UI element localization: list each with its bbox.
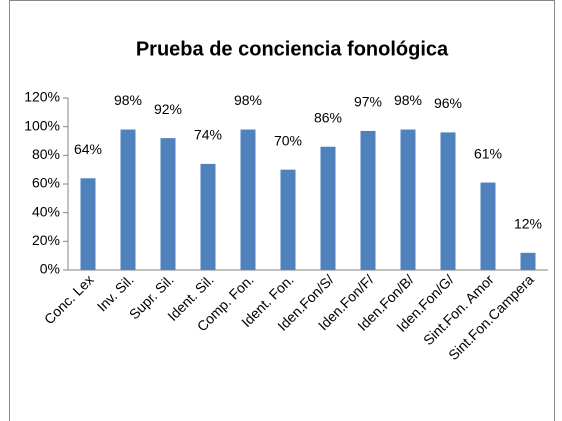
- value-label: 61%: [474, 145, 502, 161]
- bar: [520, 252, 536, 270]
- bar: [320, 146, 336, 270]
- y-tick-label: 20%: [32, 232, 60, 248]
- bar: [480, 182, 496, 270]
- chart-title: Prueba de conciencia fonológica: [136, 38, 449, 60]
- y-tick-label: 80%: [32, 146, 60, 162]
- value-label: 98%: [114, 92, 142, 108]
- value-label: 64%: [74, 141, 102, 157]
- value-label: 74%: [194, 127, 222, 143]
- bar: [120, 129, 136, 270]
- bar: [160, 138, 176, 270]
- bar: [80, 178, 96, 270]
- value-label: 70%: [274, 132, 302, 148]
- y-tick-label: 0%: [40, 261, 60, 277]
- bar: [440, 132, 456, 270]
- bar: [280, 169, 296, 270]
- value-label: 98%: [234, 92, 262, 108]
- bar: [360, 130, 376, 270]
- y-tick-label: 60%: [32, 175, 60, 191]
- bar: [400, 129, 416, 270]
- value-label: 98%: [394, 92, 422, 108]
- value-label: 97%: [354, 94, 382, 110]
- y-tick-label: 40%: [32, 203, 60, 219]
- value-label: 12%: [514, 216, 542, 232]
- y-tick-label: 100%: [24, 117, 60, 133]
- value-label: 96%: [434, 95, 462, 111]
- bar: [240, 129, 256, 270]
- value-label: 86%: [314, 109, 342, 125]
- y-tick-label: 120%: [24, 89, 60, 105]
- value-label: 92%: [154, 101, 182, 117]
- bar: [200, 163, 216, 270]
